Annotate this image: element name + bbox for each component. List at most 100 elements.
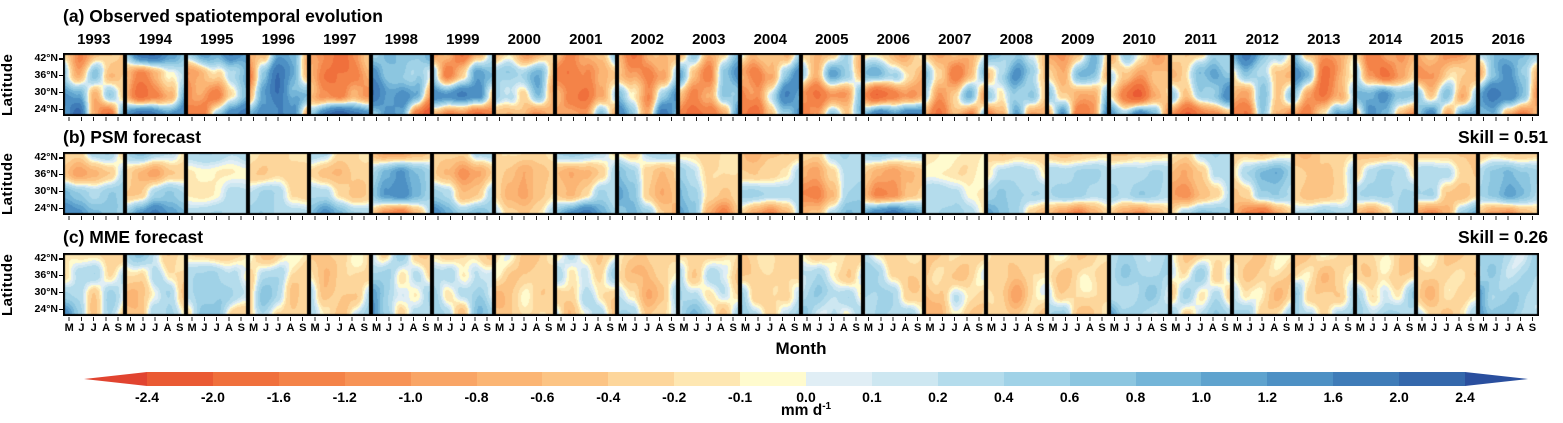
colorbar-segment (937, 372, 1005, 386)
panel-a-month-ticks (63, 117, 1539, 121)
colorbar-tick-label: 0.8 (1125, 389, 1146, 405)
month-tick-label: S (975, 322, 983, 334)
month-tick-label: J (939, 322, 946, 334)
month-tick-label: J (508, 322, 515, 334)
month-tick-label: J (385, 322, 392, 334)
month-tick-label: M (617, 322, 628, 334)
latitude-tick-label: 36°N (34, 167, 58, 180)
month-tick-label: J (324, 322, 331, 334)
month-tick-label: J (877, 322, 884, 334)
colorbar-tick-label: -1.0 (398, 389, 423, 405)
colorbar-segment (147, 372, 214, 386)
month-tick-label: J (582, 322, 589, 334)
colorbar-segment (344, 372, 412, 386)
panel-b-ylabel: Latitude (0, 152, 16, 215)
panel-b-month-ticks (63, 216, 1539, 220)
latitude-tick-label: 42°N (34, 151, 58, 163)
month-tick-label: J (1000, 322, 1007, 334)
year-label: 2000 (507, 31, 541, 48)
month-tick-label: A (716, 322, 725, 334)
month-tick-label: A (1331, 322, 1340, 334)
latitude-tick-label: 36°N (34, 68, 58, 81)
colorbar-tick-label: -1.6 (266, 389, 291, 405)
latitude-tick-label: 24°N (34, 201, 58, 214)
latitude-tick-mark (59, 91, 63, 94)
year-label: 2002 (630, 31, 664, 48)
month-tick-label: J (1062, 322, 1069, 334)
month-tick-label: J (1258, 322, 1265, 334)
colorbar-segment (1201, 372, 1268, 386)
month-tick-label: A (1147, 322, 1156, 334)
month-tick-label: J (754, 322, 761, 334)
month-tick-label: S (483, 322, 491, 334)
month-tick-label: A (1085, 322, 1094, 334)
month-tick-label: A (778, 322, 787, 334)
year-label: 2011 (1184, 31, 1218, 48)
month-tick-label: J (78, 322, 85, 334)
colorbar-segment (542, 372, 609, 386)
year-label: 2001 (569, 31, 603, 48)
month-tick-label: M (126, 322, 136, 334)
colorbar-tick-label: -0.2 (662, 389, 687, 405)
month-tick-label: M (433, 322, 443, 334)
year-label: 2008 (999, 31, 1033, 48)
month-tick-label: M (679, 322, 689, 334)
month-tick-label: J (644, 322, 651, 334)
month-tick-label: J (521, 322, 528, 334)
colorbar-segment (608, 372, 675, 386)
year-axis: 1993 1994 1995 1996 1997 1998 1999 2000 2001 2002… (63, 31, 1539, 49)
colorbar-tick-label: -0.8 (464, 389, 489, 405)
colorbar-tick-label: -0.6 (530, 389, 555, 405)
month-tick-label: S (299, 322, 307, 334)
month-tick-label: J (1492, 322, 1499, 334)
year-label: 2015 (1430, 31, 1464, 48)
month-tick-label: M (249, 322, 259, 334)
panel-c-ylabel: Latitude (0, 253, 16, 316)
colorbar-tick-label: -2.4 (134, 389, 160, 405)
colorbar-segment (1399, 372, 1466, 386)
month-tick-label: A (593, 322, 602, 334)
colorbar-segment (1003, 372, 1071, 386)
month-tick-label: J (1381, 322, 1388, 334)
panel-c-heatmap (63, 253, 1539, 316)
month-tick-label: M (1294, 322, 1304, 334)
latitude-tick-mark (59, 291, 63, 294)
colorbar-segment (476, 372, 543, 386)
month-tick-label: S (790, 322, 799, 334)
month-tick-label: J (631, 322, 638, 334)
month-axis-title: Month (775, 339, 827, 358)
month-tick-label: M (863, 322, 874, 334)
latitude-tick-mark (59, 274, 63, 277)
units-exponent: -1 (822, 401, 832, 412)
latitude-tick-mark (59, 190, 63, 193)
year-label: 1998 (384, 31, 418, 48)
year-label: 2012 (1245, 31, 1279, 48)
year-label: 2003 (692, 31, 726, 48)
month-tick-label: J (767, 322, 774, 334)
year-label: 2006 (876, 31, 910, 48)
month-tick-label: S (1098, 322, 1106, 334)
month-tick-label: J (459, 322, 466, 334)
panel-c-skill-label: Skill = 0.26 (1458, 227, 1548, 247)
month-tick-label: A (1516, 322, 1525, 334)
latitude-tick-mark (59, 258, 63, 260)
month-tick-label: J (816, 322, 823, 334)
colorbar-units-label: mm d-1 (781, 401, 831, 420)
latitude-tick-mark (59, 157, 63, 159)
month-tick-label: A (1454, 322, 1463, 334)
month-tick-label: J (1135, 322, 1143, 334)
month-tick-label: J (1197, 322, 1204, 334)
colorbar-segment (1333, 372, 1400, 386)
month-tick-label: M (64, 322, 74, 334)
month-tick-label: M (986, 322, 996, 334)
month-tick-label: S (422, 322, 430, 334)
month-tick-label: M (187, 322, 197, 334)
colorbar-tick-label: -0.1 (728, 389, 753, 405)
latitude-tick-label: 24°N (34, 302, 58, 315)
latitude-tick-label: 30°N (34, 184, 58, 197)
month-tick-label: J (201, 322, 208, 334)
latitude-tick-mark (59, 74, 63, 77)
month-tick-label: S (1344, 322, 1352, 334)
colorbar-tick-label: 0.1 (862, 389, 882, 405)
